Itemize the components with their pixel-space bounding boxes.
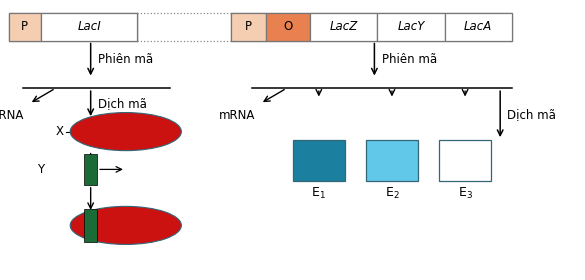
Text: Dịch mã: Dịch mã — [98, 97, 147, 110]
Text: P: P — [22, 20, 28, 33]
FancyBboxPatch shape — [439, 140, 491, 181]
Text: Phiên mã: Phiên mã — [382, 53, 437, 66]
Text: X: X — [55, 125, 63, 138]
FancyBboxPatch shape — [310, 13, 377, 41]
Text: $\mathrm{E}_{1}$: $\mathrm{E}_{1}$ — [311, 186, 326, 201]
Text: mRNA: mRNA — [219, 109, 256, 122]
FancyBboxPatch shape — [445, 13, 512, 41]
Text: Y: Y — [37, 163, 44, 176]
FancyBboxPatch shape — [266, 13, 310, 41]
FancyBboxPatch shape — [292, 140, 345, 181]
Text: LacA: LacA — [464, 20, 493, 33]
FancyBboxPatch shape — [84, 154, 97, 185]
Text: mRNA: mRNA — [0, 109, 25, 122]
FancyBboxPatch shape — [377, 13, 445, 41]
Text: LacY: LacY — [397, 20, 425, 33]
FancyBboxPatch shape — [84, 209, 97, 241]
Text: Phiên mã: Phiên mã — [98, 53, 153, 66]
Text: O: O — [284, 20, 292, 33]
Ellipse shape — [70, 113, 181, 151]
Text: LacZ: LacZ — [329, 20, 358, 33]
FancyBboxPatch shape — [366, 140, 418, 181]
Text: $\mathrm{E}_{2}$: $\mathrm{E}_{2}$ — [384, 186, 400, 201]
Text: Dịch mã: Dịch mã — [507, 108, 556, 121]
Text: LacI: LacI — [77, 20, 101, 33]
FancyBboxPatch shape — [231, 13, 266, 41]
Text: P: P — [245, 20, 252, 33]
FancyBboxPatch shape — [41, 13, 137, 41]
Ellipse shape — [70, 206, 181, 244]
FancyBboxPatch shape — [9, 13, 41, 41]
Text: $\mathrm{E}_{3}$: $\mathrm{E}_{3}$ — [457, 186, 473, 201]
